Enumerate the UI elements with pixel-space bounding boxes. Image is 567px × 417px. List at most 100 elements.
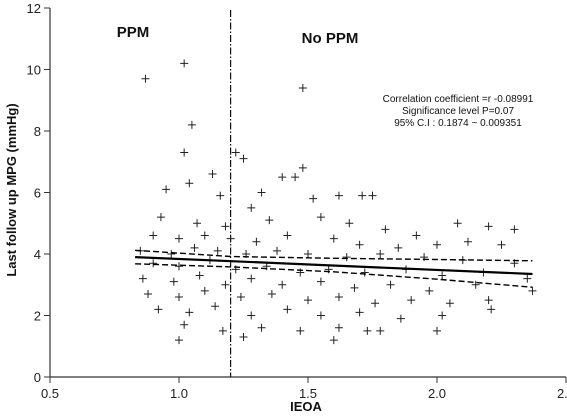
x-tick-label: 1.5 <box>299 386 317 401</box>
data-point <box>278 173 287 182</box>
x-tick-label: 2.0 <box>428 386 446 401</box>
data-point <box>484 296 493 305</box>
data-point <box>316 277 325 286</box>
data-point <box>386 280 395 289</box>
data-point <box>445 299 454 308</box>
data-point <box>304 296 312 305</box>
ci-lower-line <box>135 263 533 288</box>
data-point <box>453 219 462 228</box>
data-point <box>154 305 163 314</box>
data-point <box>252 237 261 246</box>
data-point <box>438 271 447 280</box>
data-point <box>345 219 354 228</box>
data-point <box>247 274 256 283</box>
data-point <box>144 289 153 298</box>
data-point <box>363 326 372 335</box>
data-point <box>138 274 147 283</box>
data-point <box>247 203 256 212</box>
data-point <box>291 173 300 182</box>
data-point <box>396 314 405 323</box>
data-point <box>200 231 209 240</box>
data-point <box>528 286 537 295</box>
data-point <box>185 179 194 188</box>
data-point <box>425 286 434 295</box>
data-point <box>368 191 377 200</box>
y-axis-title: Last follow up MPG (mmHg) <box>4 103 19 276</box>
y-tick-label: 2 <box>34 309 41 324</box>
data-point <box>334 191 343 200</box>
regression-lines <box>135 249 533 288</box>
data-point <box>283 305 292 314</box>
data-point <box>149 231 158 240</box>
data-point <box>463 237 472 246</box>
data-point <box>316 311 325 320</box>
x-tick-label: 1.0 <box>170 386 188 401</box>
data-point <box>257 323 266 332</box>
x-tick-label: 0.5 <box>41 386 59 401</box>
data-point <box>193 219 202 228</box>
data-point <box>185 308 194 317</box>
data-point <box>381 225 390 234</box>
y-tick-label: 8 <box>34 124 41 139</box>
x-tick-label: 2.5 <box>557 386 567 401</box>
data-point <box>296 326 305 335</box>
x-axis-title: IEOA <box>290 399 322 414</box>
data-point <box>304 250 312 258</box>
data-point <box>334 293 343 302</box>
region-label-no-ppm: No PPM <box>302 30 359 47</box>
significance-annotation: Significance level P=0.07 <box>402 106 514 117</box>
data-point <box>497 240 506 249</box>
data-point <box>412 231 421 240</box>
data-point <box>523 274 532 283</box>
data-point <box>484 222 493 231</box>
data-point <box>221 222 230 231</box>
data-point <box>265 216 274 225</box>
correlation-annotation: Correlation coefficient =r -0.08991 <box>383 94 534 105</box>
data-point <box>211 302 220 311</box>
data-point <box>510 225 519 234</box>
data-point <box>175 262 183 271</box>
ci-annotation: 95% C.I : 0.1874 ~ 0.009351 <box>394 118 522 129</box>
data-point <box>433 326 441 335</box>
data-point <box>334 323 343 332</box>
data-point <box>407 296 416 305</box>
axis-ticks: 0.5 1.0 1.5 2.0 2.5 0 2 4 6 8 10 12 <box>27 1 567 401</box>
y-tick-label: 6 <box>34 186 41 201</box>
data-point <box>239 333 248 342</box>
y-tick-label: 10 <box>27 63 41 78</box>
data-point <box>278 280 287 289</box>
data-point <box>231 148 240 157</box>
data-point <box>180 320 189 329</box>
regression-line <box>135 256 533 276</box>
data-point <box>273 246 282 255</box>
data-point <box>167 250 176 258</box>
data-point <box>239 154 248 163</box>
data-point <box>236 293 245 302</box>
data-point <box>208 170 217 179</box>
data-point <box>169 277 178 286</box>
data-point <box>216 191 225 200</box>
data-point <box>195 271 204 280</box>
data-point <box>376 326 385 335</box>
region-label-ppm: PPM <box>117 24 150 41</box>
data-point <box>360 268 369 277</box>
data-point <box>218 326 227 335</box>
data-point <box>213 246 222 255</box>
data-point <box>329 234 338 243</box>
y-tick-label: 0 <box>34 370 41 385</box>
data-point <box>355 240 364 249</box>
y-tick-label: 12 <box>27 1 41 16</box>
data-point <box>180 59 189 68</box>
data-point <box>141 74 150 83</box>
data-point <box>200 286 209 295</box>
data-point <box>487 305 496 314</box>
data-point <box>309 194 318 203</box>
data-point <box>190 243 199 252</box>
data-point <box>350 283 359 292</box>
data-point <box>156 213 165 222</box>
data-point <box>471 280 480 289</box>
data-point <box>267 289 276 298</box>
data-point <box>180 148 189 157</box>
